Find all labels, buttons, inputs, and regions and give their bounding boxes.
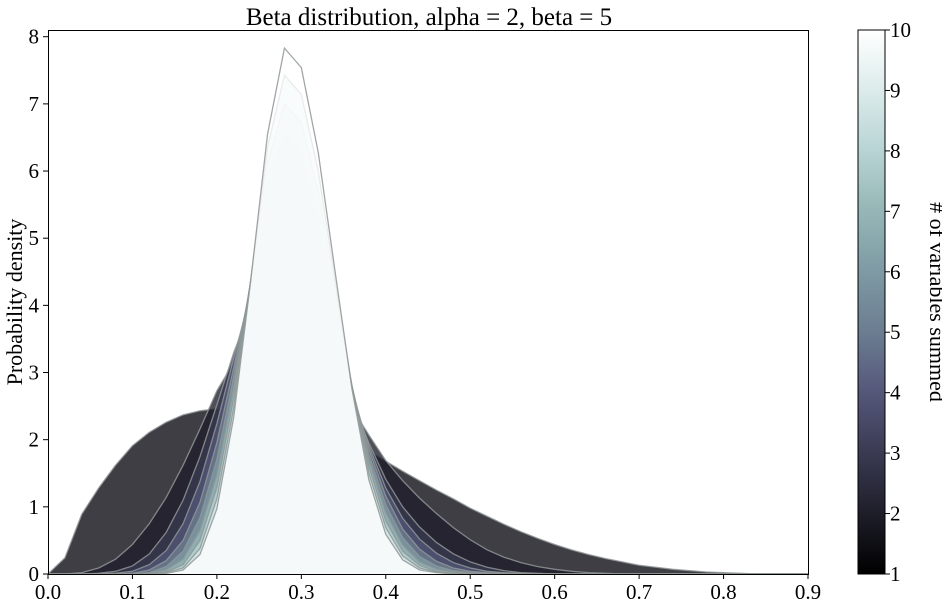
x-tick-label: 0.0 [35,580,61,604]
y-tick-label: 2 [29,428,40,452]
y-tick-label: 3 [29,361,40,385]
plot-frame [48,30,809,575]
y-tick-label: 5 [29,226,40,250]
series-layer [47,46,808,575]
x-tick-label: 0.8 [710,580,736,604]
x-tick-label: 0.9 [795,580,821,604]
y-axis: 0 1 2 3 4 5 6 7 8 [29,25,48,586]
y-tick-label: 6 [29,159,40,183]
x-tick-label: 0.5 [457,580,483,604]
colorbar-tick-label: 6 [890,260,901,284]
colorbar-tick-label: 10 [890,18,911,42]
y-tick-label: 1 [29,495,40,519]
y-axis-label: Probability density [2,219,27,386]
colorbar-tick-label: 2 [890,502,901,526]
y-tick-label: 4 [29,293,40,317]
colorbar-tick-label: 4 [890,381,901,405]
x-tick-label: 0.6 [542,580,568,604]
y-tick-label: 0 [29,562,40,586]
colorbar-tick-label: 9 [890,78,901,102]
colorbar-tick-label: 8 [890,139,901,163]
x-tick-label: 0.3 [288,580,314,604]
colorbar [857,29,886,575]
colorbar-axis: 1 2 3 4 5 6 7 8 9 10 [885,18,911,586]
x-tick-label: 0.2 [204,580,230,604]
colorbar-tick-label: 5 [890,320,901,344]
chart-title: Beta distribution, alpha = 2, beta = 5 [246,4,612,31]
colorbar-tick-label: 3 [890,441,901,465]
y-tick-label: 7 [29,92,40,116]
x-tick-label: 0.1 [119,580,145,604]
y-tick-label: 8 [29,25,40,49]
colorbar-tick-label: 7 [890,199,901,223]
colorbar-tick-label: 1 [890,562,901,586]
series-line-1 [47,408,808,575]
x-tick-label: 0.7 [626,580,652,604]
x-axis: 0.0 0.1 0.2 0.3 0.4 0.5 0.6 0.7 0.8 0.9 [35,574,821,604]
series-area-10 [48,48,808,574]
x-tick-label: 0.4 [373,580,400,604]
colorbar-label: # of variables summed [925,202,942,402]
